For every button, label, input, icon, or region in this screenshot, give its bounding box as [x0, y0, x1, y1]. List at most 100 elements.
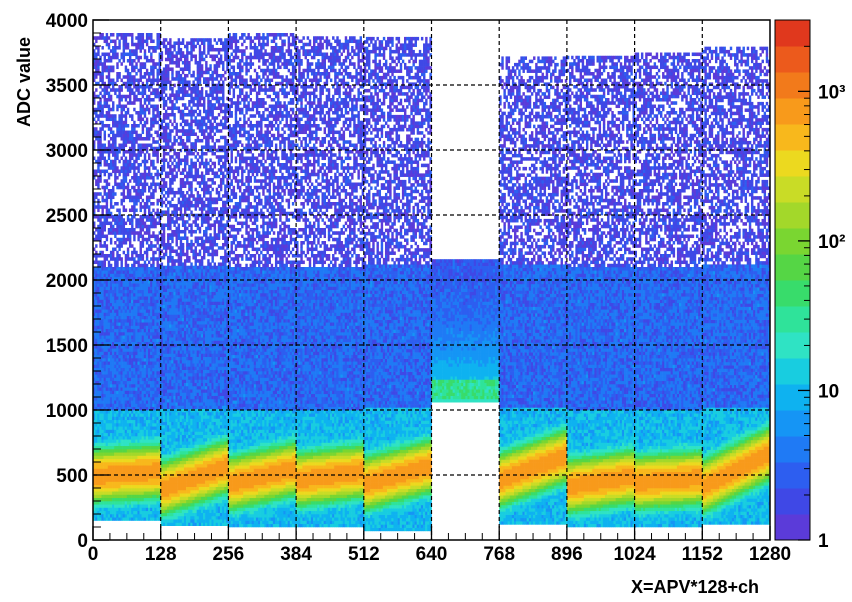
- heatmap-cell: [176, 311, 178, 315]
- heatmap-cell: [156, 72, 158, 76]
- heatmap-cell: [131, 430, 133, 434]
- heatmap-cell: [167, 344, 169, 348]
- heatmap-cell: [142, 283, 144, 287]
- heatmap-cell: [114, 144, 116, 148]
- heatmap-cell: [108, 469, 110, 473]
- heatmap-cell: [123, 267, 125, 271]
- heatmap-cell: [110, 283, 112, 287]
- heatmap-cell: [148, 449, 150, 453]
- heatmap-cell: [97, 137, 99, 141]
- heatmap-cell: [140, 196, 142, 200]
- heatmap-cell: [121, 199, 123, 203]
- heatmap-cell: [142, 495, 144, 499]
- heatmap-cell: [123, 121, 125, 125]
- heatmap-cell: [173, 347, 175, 351]
- heatmap-cell: [163, 496, 165, 500]
- heatmap-cell: [118, 144, 120, 148]
- heatmap-cell: [133, 387, 135, 391]
- heatmap-cell: [173, 45, 175, 49]
- heatmap-cell: [156, 417, 158, 421]
- heatmap-cell: [171, 54, 173, 58]
- heatmap-cell: [104, 339, 106, 343]
- heatmap-cell: [108, 436, 110, 440]
- heatmap-cell: [135, 274, 137, 278]
- heatmap-cell: [129, 443, 131, 447]
- heatmap-cell: [131, 137, 133, 141]
- heatmap-cell: [156, 238, 158, 242]
- heatmap-cell: [159, 430, 161, 434]
- heatmap-cell: [108, 127, 110, 131]
- heatmap-cell: [121, 111, 123, 115]
- heatmap-cell: [106, 235, 108, 239]
- heatmap-cell: [99, 478, 101, 482]
- heatmap-cell: [178, 467, 180, 471]
- heatmap-cell: [140, 391, 142, 395]
- heatmap-cell: [101, 69, 103, 73]
- heatmap-cell: [165, 425, 167, 429]
- heatmap-cell: [154, 371, 156, 375]
- heatmap-cell: [163, 493, 165, 497]
- heatmap-cell: [156, 439, 158, 443]
- heatmap-cell: [178, 376, 180, 380]
- heatmap-cell: [135, 387, 137, 391]
- heatmap-cell: [173, 126, 175, 130]
- heatmap-cell: [108, 420, 110, 424]
- heatmap-cell: [169, 184, 171, 188]
- heatmap-cell: [118, 267, 120, 271]
- heatmap-cell: [112, 368, 114, 372]
- heatmap-cell: [163, 396, 165, 400]
- heatmap-cell: [142, 488, 144, 492]
- heatmap-cell: [173, 470, 175, 474]
- heatmap-cell: [163, 80, 165, 84]
- heatmap-cell: [104, 378, 106, 382]
- heatmap-cell: [148, 469, 150, 473]
- heatmap-cell: [140, 488, 142, 492]
- heatmap-cell: [167, 136, 169, 140]
- heatmap-cell: [108, 417, 110, 421]
- heatmap-cell: [152, 46, 154, 50]
- heatmap-cell: [167, 77, 169, 81]
- heatmap-cell: [121, 121, 123, 125]
- heatmap-cell: [154, 326, 156, 330]
- heatmap-cell: [131, 254, 133, 258]
- heatmap-cell: [167, 282, 169, 286]
- heatmap-cell: [137, 59, 139, 63]
- heatmap-cell: [154, 95, 156, 99]
- heatmap-cell: [163, 100, 165, 104]
- heatmap-cell: [108, 144, 110, 148]
- heatmap-cell: [127, 189, 129, 193]
- heatmap-cell: [154, 335, 156, 339]
- heatmap-cell: [104, 456, 106, 460]
- heatmap-cell: [144, 290, 146, 294]
- heatmap-cell: [104, 124, 106, 128]
- heatmap-cell: [95, 462, 97, 466]
- heatmap-cell: [101, 452, 103, 456]
- heatmap-cell: [169, 165, 171, 169]
- heatmap-cell: [129, 517, 131, 521]
- heatmap-cell: [152, 118, 154, 122]
- heatmap-cell: [148, 426, 150, 430]
- heatmap-cell: [156, 358, 158, 362]
- heatmap-cell: [129, 430, 131, 434]
- heatmap-cell: [110, 131, 112, 135]
- heatmap-cell: [146, 365, 148, 369]
- heatmap-cell: [110, 508, 112, 512]
- heatmap-cell: [133, 508, 135, 512]
- heatmap-cell: [114, 322, 116, 326]
- heatmap-cell: [146, 183, 148, 187]
- heatmap-cell: [171, 103, 173, 107]
- heatmap-cell: [154, 186, 156, 190]
- heatmap-cell: [140, 98, 142, 102]
- heatmap-cell: [116, 329, 118, 333]
- heatmap-cell: [167, 162, 169, 166]
- heatmap-cell: [121, 501, 123, 505]
- heatmap-cell: [114, 361, 116, 365]
- heatmap-cell: [125, 449, 127, 453]
- heatmap-cell: [112, 397, 114, 401]
- heatmap-cell: [121, 238, 123, 242]
- heatmap-cell: [118, 225, 120, 229]
- heatmap-cell: [154, 339, 156, 343]
- heatmap-cell: [129, 404, 131, 408]
- heatmap-cell: [118, 270, 120, 274]
- heatmap-cell: [178, 448, 180, 452]
